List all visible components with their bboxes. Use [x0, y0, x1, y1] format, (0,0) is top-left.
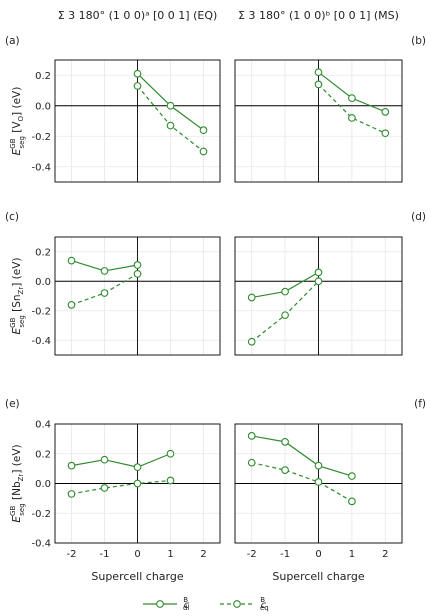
data-point-c-dl	[100, 267, 109, 275]
y-tick-label: 0.2	[35, 71, 51, 82]
data-point-c-eq	[133, 479, 142, 488]
series-line-c-dl	[251, 435, 353, 477]
data-point-c-dl	[166, 449, 175, 458]
data-point-c-dl	[247, 293, 256, 302]
panel-e: -2 -1 0 1 2 0.4 0.2 0.0 -0.2 -0.4 (e) EGBseg [NbZr]…	[5, 398, 221, 560]
panel-d: (d)	[234, 211, 426, 356]
data-point-c-dl	[67, 256, 76, 265]
x-tick-label: -1	[100, 549, 110, 560]
data-point-c-dl	[281, 287, 289, 296]
series-line-c-dl	[71, 453, 171, 468]
data-point-c-eq	[133, 270, 142, 278]
y-axis-label: EGBseg [NbZr] (eV)	[9, 444, 26, 522]
data-point-c-eq	[133, 82, 142, 90]
data-point-c-eq	[314, 478, 323, 486]
data-point-c-eq	[281, 311, 289, 320]
y-tick-label: -0.2	[31, 132, 51, 143]
data-point-c-eq	[67, 301, 76, 309]
plot-frame	[234, 423, 403, 544]
y-tick-label: 0.4	[35, 420, 51, 431]
data-point-c-dl	[67, 461, 76, 470]
data-point-c-eq	[314, 277, 323, 286]
y-tick-label: -0.2	[31, 509, 51, 520]
y-tick-label: -0.4	[31, 539, 51, 550]
x-tick-label: -2	[247, 549, 257, 560]
y-tick-label: -0.2	[31, 306, 51, 317]
legend-label: cB eq	[260, 596, 269, 612]
data-point-c-eq	[100, 289, 109, 297]
data-point-c-dl	[314, 268, 323, 277]
x-axis-label-2: Supercell charge	[272, 570, 364, 583]
data-point-c-dl	[133, 463, 142, 471]
x-tick-label: 0	[134, 549, 140, 560]
x-tick-label: 2	[200, 549, 206, 560]
legend-marker	[233, 600, 241, 608]
data-point-c-eq	[247, 458, 256, 467]
x-tick-label: 0	[315, 549, 321, 560]
plot-frame	[54, 423, 221, 544]
data-point-c-eq	[166, 121, 175, 130]
y-axis-label: EGBseg [VO] (eV)	[9, 87, 26, 156]
data-point-c-dl	[133, 69, 142, 78]
legend: cB dl cB eq	[143, 596, 269, 612]
data-point-c-eq	[381, 129, 390, 138]
plot-frame	[54, 59, 221, 183]
data-point-c-dl	[348, 472, 356, 480]
data-point-c-dl	[199, 126, 208, 134]
y-tick-label: 0.2	[35, 247, 51, 258]
plot-frame	[234, 59, 403, 183]
data-point-c-eq	[67, 490, 76, 498]
y-tick-label: 0.0	[35, 101, 51, 112]
panel-c: 0.2 0.0 -0.2 -0.4 (c) EGBseg [SnZr] (eV)	[5, 211, 221, 356]
data-point-c-eq	[100, 484, 109, 492]
data-point-c-dl	[281, 438, 289, 446]
data-point-c-dl	[133, 261, 142, 269]
panel-label: (f)	[414, 398, 426, 410]
data-point-c-dl	[348, 94, 356, 102]
column-title-2: Σ 3 180° (1 0 0)ᵇ [0 0 1] (MS)	[238, 9, 399, 22]
y-tick-label: -0.4	[31, 336, 51, 347]
data-point-c-eq	[314, 80, 323, 89]
plot-frame	[54, 236, 221, 356]
x-tick-label: 1	[167, 549, 173, 560]
x-tick-label: -2	[67, 549, 77, 560]
data-point-c-dl	[166, 101, 175, 110]
panel-label: (d)	[411, 211, 426, 223]
panel-label: (a)	[5, 35, 20, 47]
data-point-c-dl	[381, 107, 390, 116]
y-tick-label: 0.0	[35, 479, 51, 490]
panel-label: (b)	[411, 35, 426, 47]
panel-a: 0.2 0.0 -0.2 -0.4 (a) EGBseg [VO] (eV)	[5, 35, 221, 183]
data-point-c-eq	[281, 466, 289, 474]
x-tick-label: 2	[382, 549, 388, 560]
data-point-c-eq	[166, 476, 175, 485]
legend-label: cB dl	[183, 596, 190, 612]
y-axis-label: EGBseg [SnZr] (eV)	[9, 257, 26, 334]
data-point-c-dl	[247, 432, 256, 440]
data-point-c-dl	[314, 68, 323, 77]
y-tick-label: 0.2	[35, 449, 51, 460]
data-point-c-dl	[314, 461, 323, 470]
legend-marker	[156, 600, 164, 608]
y-tick-label: -0.4	[31, 162, 51, 173]
series-line-c-eq	[71, 479, 171, 495]
data-point-c-eq	[247, 337, 256, 346]
y-tick-label: 0.0	[35, 277, 51, 288]
data-point-c-eq	[348, 497, 356, 506]
panel-label: (e)	[5, 398, 20, 410]
data-point-c-eq	[348, 114, 356, 122]
panel-label: (c)	[5, 211, 19, 223]
x-axis-label-1: Supercell charge	[91, 570, 183, 583]
plot-frame	[234, 236, 403, 356]
series-line-c-eq	[251, 462, 353, 502]
data-point-c-eq	[199, 147, 208, 156]
series-line-c-eq	[318, 83, 386, 134]
data-point-c-dl	[100, 455, 109, 464]
x-tick-label: -1	[280, 549, 290, 560]
panel-b: (b)	[234, 35, 426, 183]
panel-f: -2 -1 0 1 2 (f)	[234, 398, 426, 560]
column-title-1: Σ 3 180° (1 0 0)ᵃ [0 0 1] (EQ)	[58, 9, 218, 22]
x-tick-label: 1	[349, 549, 355, 560]
